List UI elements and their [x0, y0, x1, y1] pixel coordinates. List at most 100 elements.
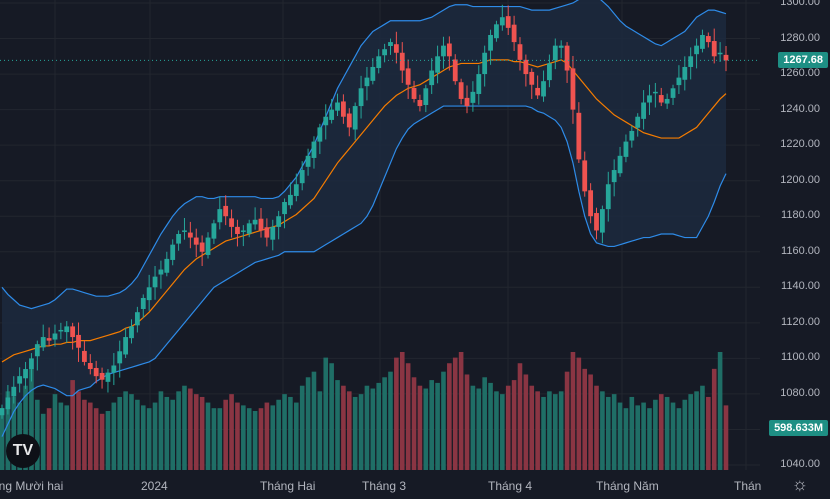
volume-bar [311, 371, 317, 470]
volume-bar [246, 408, 252, 470]
candle [93, 367, 99, 377]
volume-bar [470, 385, 476, 470]
volume-bar [423, 388, 429, 470]
volume-bar [494, 391, 499, 470]
volume-bar [670, 402, 676, 470]
price-tick-label: 1140.00 [781, 280, 820, 293]
candle [494, 24, 499, 39]
candle [658, 95, 664, 103]
volume-bar [46, 408, 52, 470]
candle [429, 70, 435, 86]
candle [399, 52, 405, 71]
candle [17, 376, 23, 384]
candle [170, 244, 176, 260]
volume-bar [182, 385, 187, 470]
volume-bar [105, 411, 111, 470]
candle [187, 232, 193, 238]
price-tick-label: 1040.00 [780, 458, 820, 470]
candle [723, 54, 729, 61]
volume-bar [5, 391, 11, 470]
candle [458, 82, 464, 99]
candle [435, 56, 440, 73]
candle [694, 45, 699, 55]
candle [317, 127, 323, 142]
candle [305, 155, 311, 167]
volume-bar [388, 371, 393, 470]
volume-bar [58, 402, 64, 470]
volume-bar [658, 394, 664, 470]
candle [0, 408, 5, 416]
candle [276, 216, 282, 227]
volume-bar [547, 391, 552, 470]
volume-bar [258, 408, 264, 470]
candle [652, 91, 658, 94]
volume-bar [146, 408, 152, 470]
candle [235, 226, 240, 234]
candle [323, 116, 329, 126]
candle [229, 218, 234, 227]
volume-bar [629, 396, 635, 470]
candle [441, 45, 446, 57]
volume-bar [706, 396, 711, 470]
candle [299, 170, 305, 184]
volume-bar [617, 402, 623, 470]
candle [52, 333, 58, 340]
settings-icon[interactable]: ☼ [791, 474, 809, 494]
tradingview-logo[interactable]: TV [6, 434, 40, 468]
price-tick-label: 1160.00 [781, 244, 820, 257]
time-tick-label: Tháng Năm [596, 479, 659, 493]
volume-bar [717, 352, 723, 470]
volume-bar [482, 377, 487, 470]
candle [223, 205, 229, 217]
candle [505, 16, 511, 28]
volume-bar [241, 405, 246, 470]
volume-bar [458, 352, 464, 470]
candle [629, 130, 635, 141]
candle [376, 56, 382, 69]
candle [99, 372, 105, 380]
volume-bar [441, 371, 446, 470]
volume-bar [476, 388, 482, 470]
volume-bar [335, 380, 340, 470]
price-tick-label: 1080.00 [780, 386, 820, 399]
candle [346, 113, 352, 128]
candle [311, 141, 317, 158]
volume-bar [723, 405, 729, 470]
volume-bar [647, 408, 652, 470]
volume-bar [199, 396, 205, 470]
candle [288, 194, 293, 206]
candle [717, 52, 723, 55]
time-tick-label: áng Mười hai [0, 479, 64, 493]
volume-bar [188, 388, 193, 470]
candle [535, 87, 541, 96]
volume-bar [299, 385, 305, 470]
volume-bar [417, 385, 423, 470]
candle [517, 44, 523, 60]
candle [594, 213, 599, 231]
volume-bar [664, 396, 670, 470]
candle [452, 59, 458, 82]
candle [611, 170, 617, 183]
volume-bar [158, 391, 164, 470]
candle [664, 98, 670, 104]
candle [547, 63, 552, 81]
candle [199, 242, 205, 252]
volume-bar [29, 368, 34, 470]
candle [711, 41, 717, 57]
candle [29, 358, 34, 370]
candle [482, 52, 488, 75]
candle [423, 88, 429, 105]
volume-bar [635, 405, 641, 470]
volume-bar [682, 399, 688, 470]
volume-bar [123, 391, 128, 470]
candle [688, 56, 694, 67]
volume-bar [93, 408, 99, 470]
volume-bar [505, 385, 511, 470]
candle [34, 344, 40, 357]
volume-bar [305, 377, 311, 470]
price-tick-label: 1100.00 [781, 351, 820, 364]
candle [670, 88, 676, 98]
candle [252, 219, 258, 225]
volume-bar [346, 391, 352, 470]
